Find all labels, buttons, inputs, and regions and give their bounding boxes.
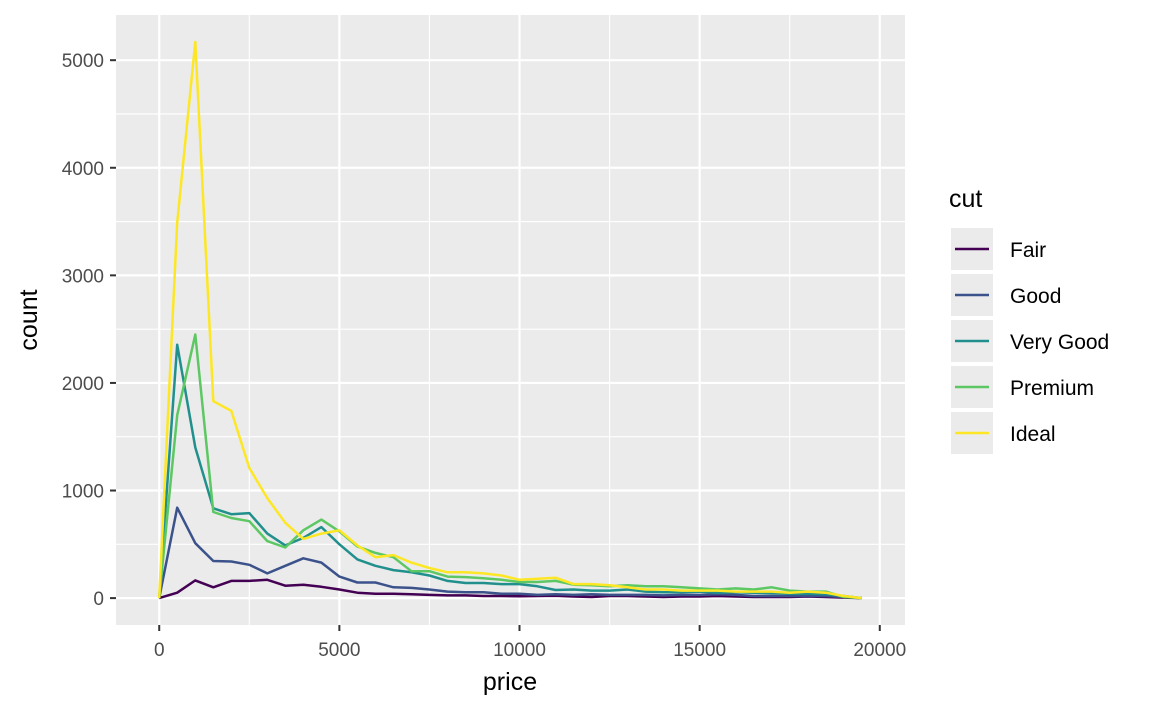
series-line-premium <box>157 333 862 600</box>
x-tick-label: 10000 <box>493 640 546 661</box>
y-tick-label: 4000 <box>62 159 104 180</box>
x-tick-label: 15000 <box>673 640 726 661</box>
major-gridlines <box>116 15 905 625</box>
legend-label-ideal: Ideal <box>1010 423 1056 446</box>
y-tick-label: 5000 <box>62 51 104 72</box>
series-line-ideal <box>157 40 862 600</box>
series-line-good <box>157 506 862 600</box>
x-tick-label: 5000 <box>318 640 360 661</box>
legend-label-premium: Premium <box>1010 377 1094 400</box>
y-axis: 0 1000 2000 3000 4000 5000 <box>62 51 116 610</box>
y-tick-label: 3000 <box>62 266 104 287</box>
legend-items: Fair Good Very Good Premium Ideal <box>951 228 1109 454</box>
y-tick-label: 1000 <box>62 482 104 503</box>
legend-title: cut <box>949 185 982 213</box>
y-tick-label: 0 <box>93 589 104 610</box>
legend-label-good: Good <box>1010 285 1061 308</box>
legend-label-very-good: Very Good <box>1010 331 1109 354</box>
legend: cut Fair Good Very Good Premium Ideal <box>949 185 1109 454</box>
legend-label-fair: Fair <box>1010 239 1046 262</box>
minor-gridlines <box>116 15 905 625</box>
x-tick-label: 0 <box>154 640 165 661</box>
y-tick-label: 2000 <box>62 374 104 395</box>
x-axis-title: price <box>483 668 537 696</box>
plot-panel <box>116 15 905 625</box>
x-tick-label: 20000 <box>853 640 906 661</box>
y-axis-title: count <box>15 289 43 350</box>
x-axis: 0 5000 10000 15000 20000 <box>154 625 906 661</box>
series-lines <box>157 40 862 600</box>
series-line-fair <box>158 578 862 600</box>
